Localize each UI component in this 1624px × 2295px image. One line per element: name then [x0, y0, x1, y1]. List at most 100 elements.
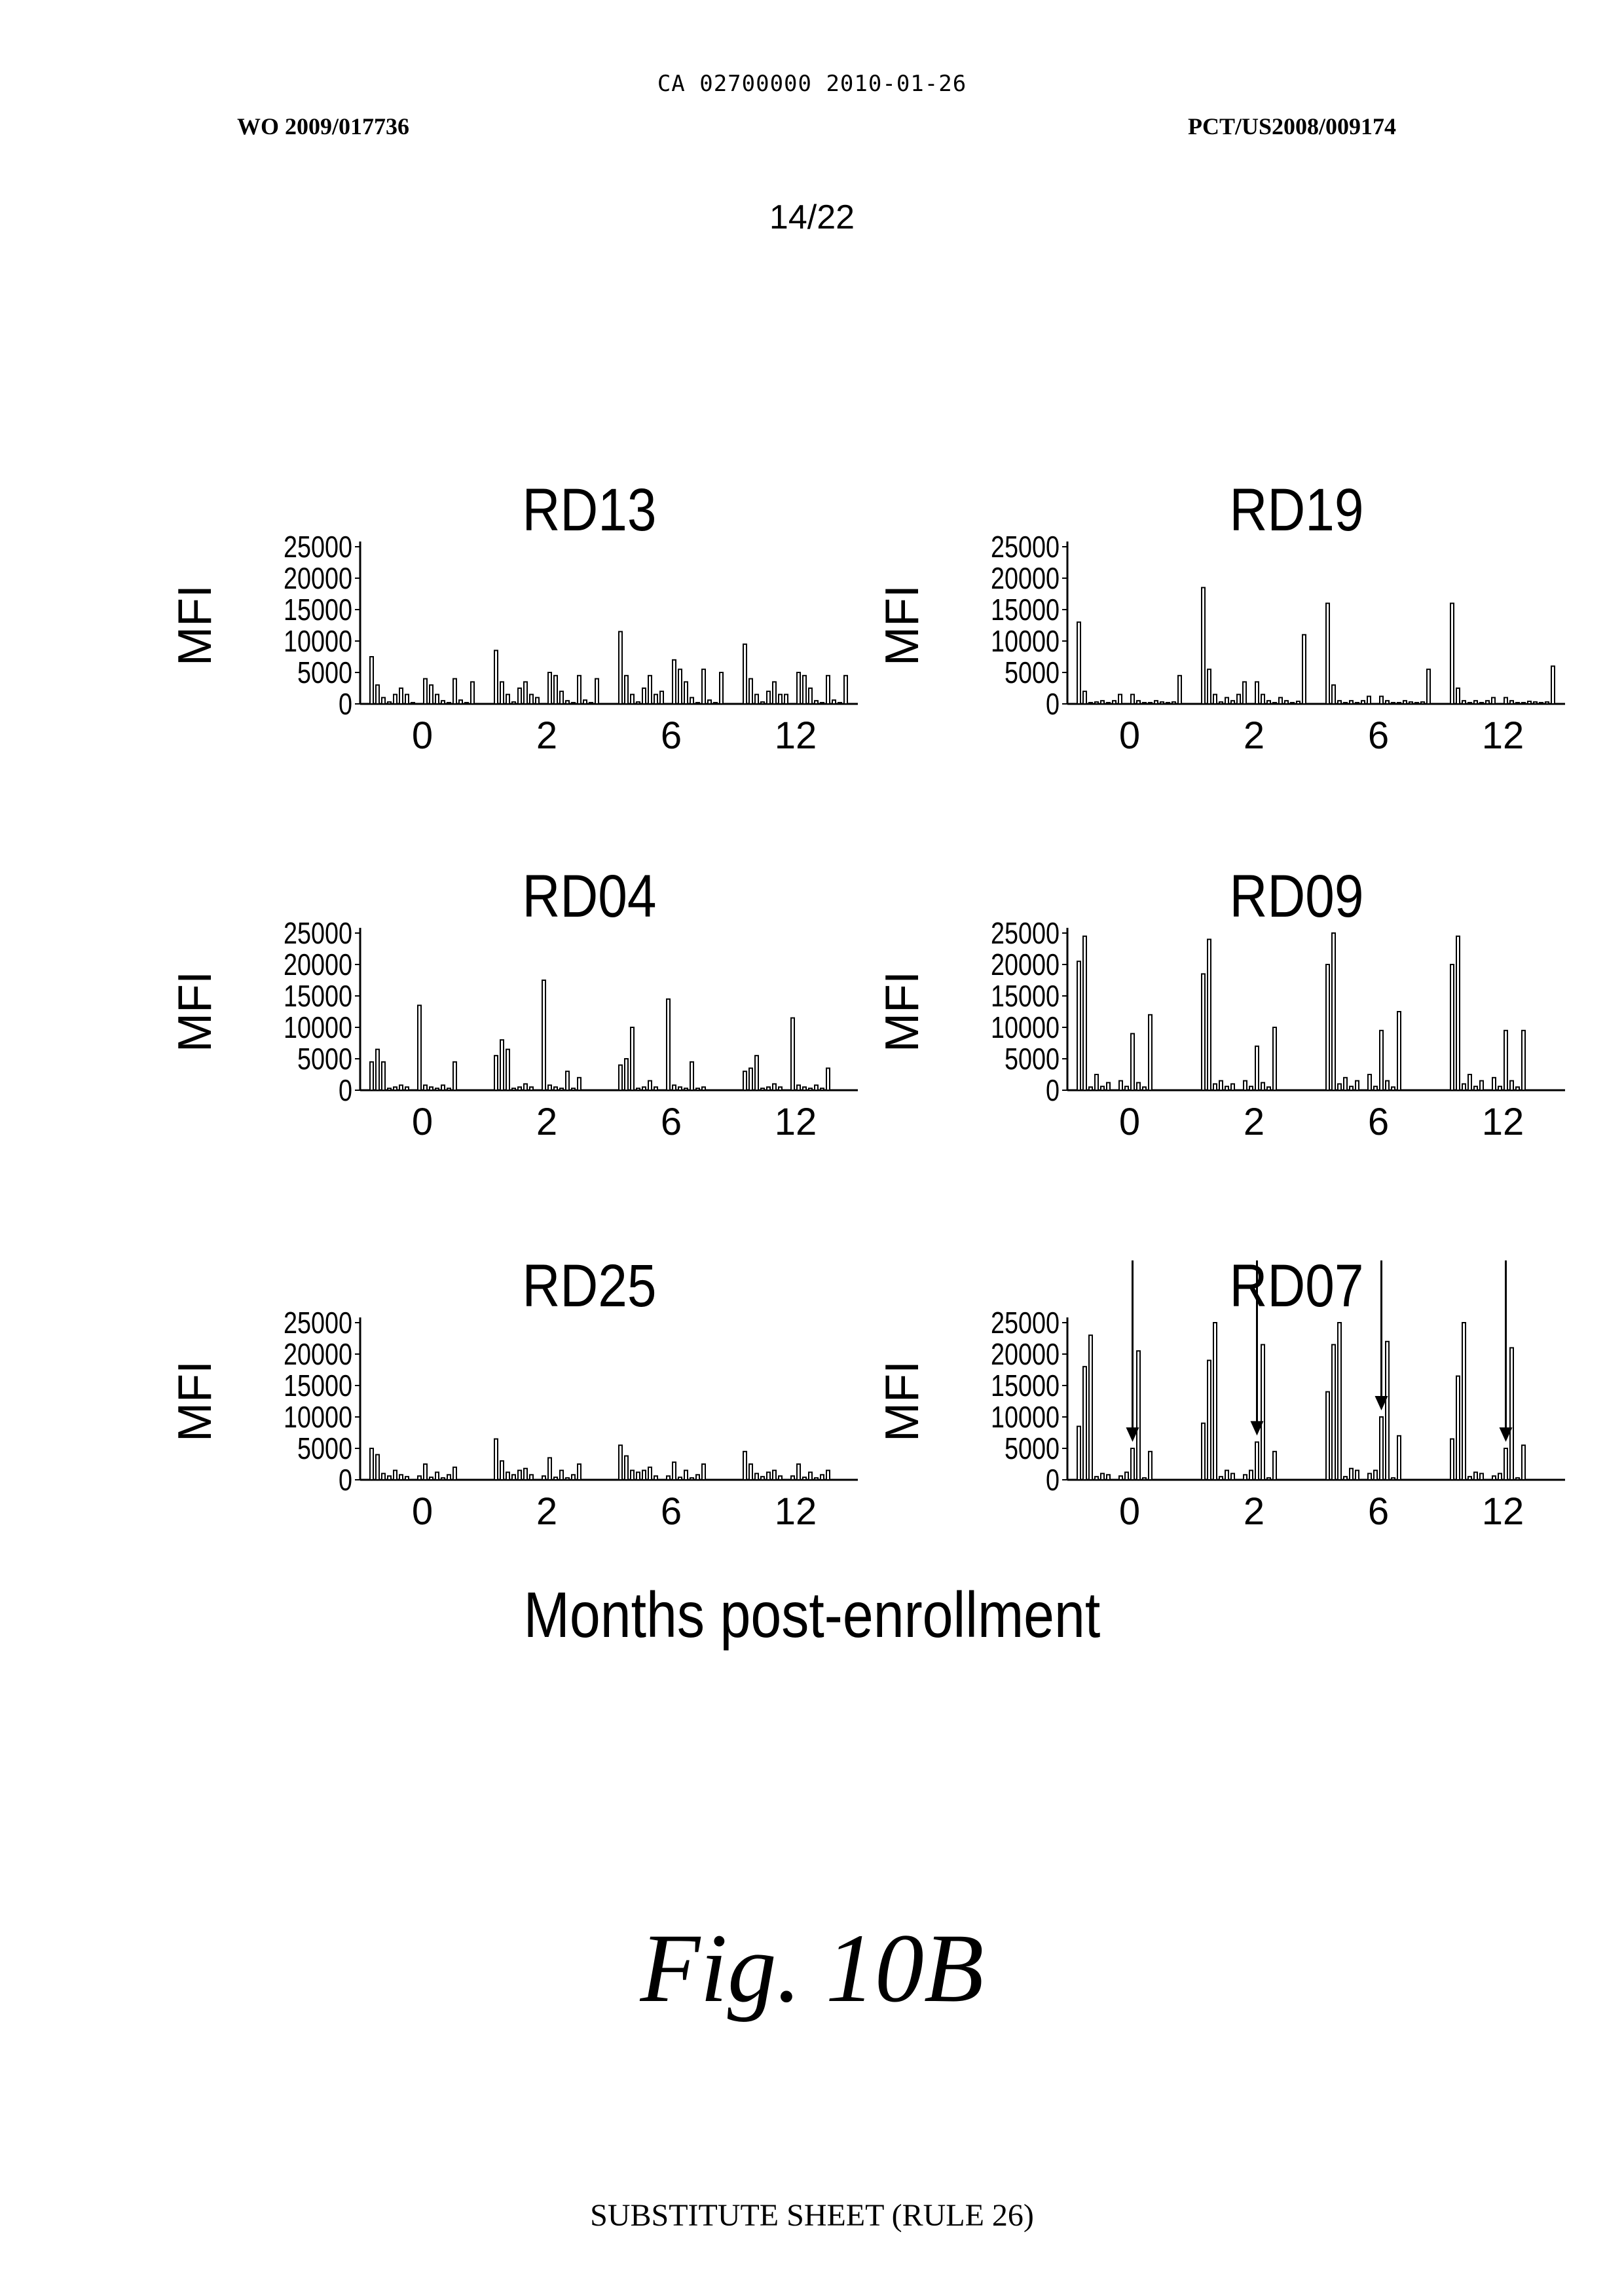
y-tick-label: 15000	[991, 979, 1060, 1013]
bar	[1231, 1084, 1234, 1090]
bar	[506, 1050, 509, 1090]
bar	[1368, 1473, 1371, 1480]
bar	[1137, 1351, 1140, 1480]
bar	[637, 1472, 640, 1480]
bar	[1131, 1448, 1134, 1480]
y-tick-label: 10000	[284, 1400, 352, 1434]
bar	[1551, 666, 1555, 704]
bar	[1397, 703, 1401, 704]
bar	[1077, 1426, 1080, 1480]
bar	[684, 1088, 688, 1090]
bar	[435, 1088, 439, 1090]
bar	[1380, 696, 1383, 704]
y-tick-label: 5000	[1005, 1431, 1060, 1465]
bar	[1415, 703, 1418, 704]
bar	[1119, 1476, 1122, 1480]
bar	[1421, 702, 1424, 704]
bar	[1291, 703, 1294, 704]
y-tick-label: 15000	[991, 1368, 1060, 1403]
bar	[1083, 1367, 1086, 1480]
y-tick-label: 5000	[297, 1431, 352, 1465]
bar	[1118, 695, 1122, 704]
chart-title: RD09	[1230, 863, 1364, 930]
bar	[1456, 1376, 1460, 1480]
bar	[1077, 622, 1080, 704]
bar	[625, 676, 628, 704]
chart-panel-2: RD19MFI250002000015000100005000002612	[891, 458, 1572, 776]
bar	[512, 702, 515, 704]
bar	[494, 650, 498, 704]
bar	[779, 1476, 782, 1480]
chart-svg-3: RD04MFI250002000015000100005000002612	[183, 845, 864, 1159]
bar	[1202, 1423, 1205, 1480]
bar	[399, 1085, 403, 1090]
bar	[767, 691, 770, 704]
bar	[1131, 695, 1134, 704]
bar	[779, 695, 782, 704]
y-tick-label: 0	[339, 1073, 352, 1107]
bar	[619, 1065, 622, 1090]
bar	[1474, 1086, 1477, 1090]
bar	[399, 1475, 403, 1480]
bar	[382, 697, 385, 704]
bar	[1107, 1082, 1110, 1090]
bar	[1125, 1472, 1128, 1480]
bar	[1326, 964, 1329, 1090]
bar	[631, 1027, 634, 1090]
chart-svg-2: RD19MFI250002000015000100005000002612	[891, 458, 1572, 773]
x-tick-label: 2	[1244, 1101, 1264, 1143]
bar	[494, 1056, 498, 1090]
bar	[708, 700, 711, 704]
bar	[1095, 1074, 1098, 1090]
bar	[1522, 1031, 1525, 1090]
bar	[1089, 1087, 1092, 1090]
bar	[619, 1445, 622, 1480]
bar	[1154, 701, 1158, 704]
bar	[471, 682, 474, 704]
bar	[637, 1088, 640, 1090]
bar	[809, 688, 812, 704]
bar	[1338, 1323, 1341, 1480]
bar	[447, 1475, 451, 1480]
y-tick-label: 20000	[284, 561, 352, 595]
bar	[1297, 701, 1300, 704]
y-tick-label: 25000	[991, 916, 1060, 950]
bar	[1172, 702, 1175, 704]
bar	[654, 1087, 657, 1090]
bar	[441, 1478, 445, 1480]
x-tick-label: 6	[1368, 1101, 1389, 1143]
bar	[1450, 964, 1454, 1090]
bar	[1267, 1087, 1270, 1090]
bar	[1374, 1471, 1377, 1480]
bar	[1338, 701, 1341, 704]
bar	[1261, 1345, 1264, 1480]
bar	[1219, 702, 1223, 704]
publication-number: WO 2009/017736	[237, 113, 409, 140]
bar	[714, 703, 717, 704]
bar	[560, 691, 563, 704]
bar	[797, 672, 800, 704]
bar	[1367, 696, 1371, 704]
x-tick-label: 12	[775, 1490, 817, 1533]
bar	[595, 679, 599, 704]
bar	[1450, 603, 1454, 704]
bar	[1480, 703, 1483, 704]
bar	[1492, 1476, 1496, 1480]
y-tick-label: 0	[1046, 1463, 1060, 1497]
bar	[1083, 936, 1086, 1090]
bar	[441, 701, 445, 704]
bar	[1326, 603, 1329, 704]
bar	[1261, 695, 1264, 704]
bar	[702, 1087, 705, 1090]
bar	[1522, 1445, 1525, 1480]
bar	[1504, 697, 1507, 704]
bar	[1213, 695, 1217, 704]
bar	[1149, 703, 1152, 704]
bar	[1545, 702, 1549, 704]
x-tick-label: 0	[1119, 714, 1140, 757]
y-tick-label: 20000	[991, 1337, 1060, 1371]
y-tick-label: 20000	[991, 947, 1060, 982]
bar	[1386, 1342, 1389, 1480]
y-tick-label: 20000	[284, 947, 352, 982]
bar	[1456, 936, 1460, 1090]
